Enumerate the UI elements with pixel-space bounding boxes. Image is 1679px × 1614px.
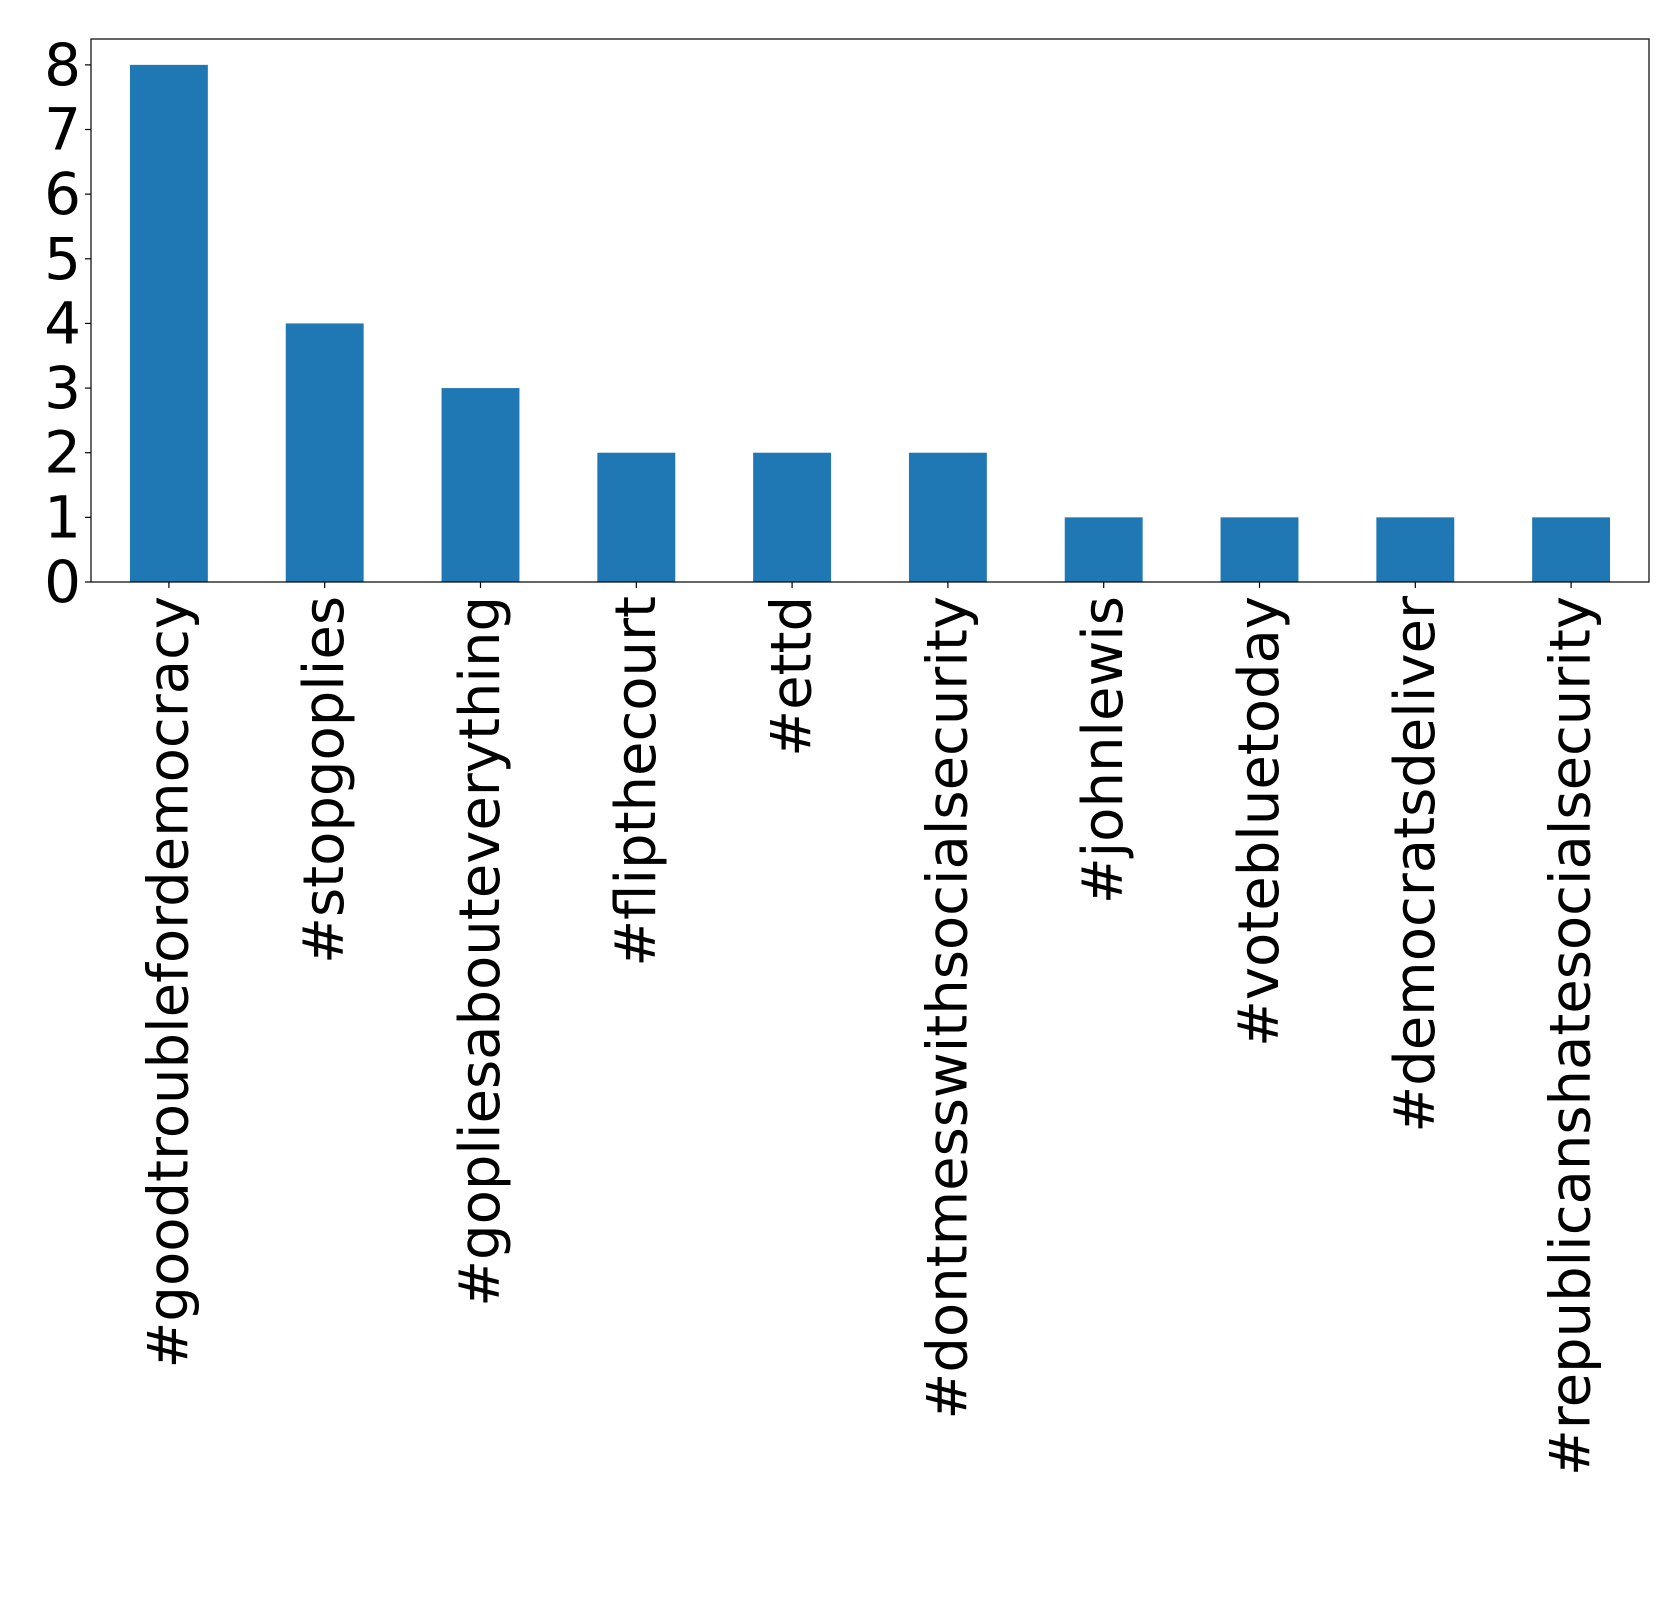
bar-8 xyxy=(1376,517,1455,582)
bar-5 xyxy=(908,452,987,582)
y-tick-label-3: 3 xyxy=(44,354,81,422)
x-tick-label-1: #stopgoplies xyxy=(292,596,357,964)
x-axis: #goodtroublefordemocracy #stopgoplies #gop… xyxy=(136,582,1604,1476)
bar-2 xyxy=(441,388,520,582)
bar-4 xyxy=(753,452,832,582)
bar-3 xyxy=(597,452,676,582)
y-tick-label-7: 7 xyxy=(44,96,81,164)
x-tick-label-0: #goodtroublefordemocracy xyxy=(136,596,201,1369)
y-tick-label-5: 5 xyxy=(44,225,81,293)
plot-frame xyxy=(90,38,1650,583)
bar-9 xyxy=(1532,517,1611,582)
bars-layer xyxy=(129,64,1611,583)
y-tick-label-1: 1 xyxy=(44,483,81,551)
y-tick-label-8: 8 xyxy=(44,31,81,99)
y-tick-label-6: 6 xyxy=(44,160,81,228)
y-tick-label-4: 4 xyxy=(44,289,81,357)
x-tick-label-5: #dontmesswithsocialsecurity xyxy=(915,596,980,1420)
x-tick-label-6: #johnlewis xyxy=(1071,596,1136,904)
bar-7 xyxy=(1220,517,1299,582)
x-tick-label-3: #flipthecourt xyxy=(604,596,669,967)
x-tick-label-4: #ettd xyxy=(760,596,825,757)
x-tick-label-7: #votebluetoday xyxy=(1227,596,1292,1047)
x-tick-label-2: #gopliesabouteverything xyxy=(448,596,513,1307)
x-tick-label-8: #democratsdeliver xyxy=(1383,595,1448,1133)
y-tick-label-0: 0 xyxy=(44,548,81,616)
y-tick-label-2: 2 xyxy=(44,419,81,487)
bar-0 xyxy=(129,64,208,583)
x-tick-label-9: #republicanshatesocialsecurity xyxy=(1539,596,1604,1476)
bar-6 xyxy=(1064,517,1143,582)
bar-1 xyxy=(285,323,364,582)
